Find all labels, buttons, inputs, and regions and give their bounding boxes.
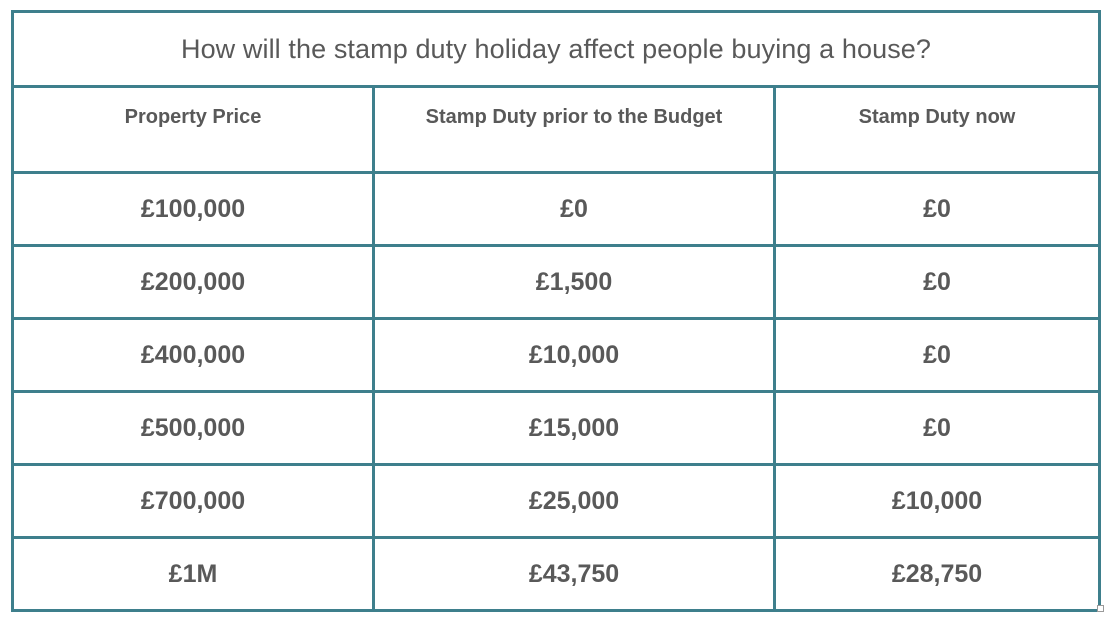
table-row: £100,000 £0 £0 [11,171,1102,247]
property-price-cell: £1M [11,536,375,612]
header-property-price: Property Price [11,85,375,174]
stamp-duty-table: How will the stamp duty holiday affect p… [10,10,1102,612]
stamp-duty-prior-cell: £10,000 [372,317,776,393]
property-price-cell: £700,000 [11,463,375,539]
stamp-duty-now-cell: £10,000 [772,463,1102,539]
table-row: £200,000 £1,500 £0 [11,244,1102,320]
stamp-duty-table-frame: How will the stamp duty holiday affect p… [10,10,1102,612]
property-price-cell: £100,000 [11,171,375,247]
stamp-duty-now-cell: £0 [772,390,1102,466]
stamp-duty-now-cell: £0 [772,171,1102,247]
property-price-cell: £400,000 [11,317,375,393]
stamp-duty-prior-cell: £25,000 [372,463,776,539]
header-stamp-duty-now: Stamp Duty now [772,85,1102,174]
table-row: £1M £43,750 £28,750 [11,536,1102,612]
header-row: Property Price Stamp Duty prior to the B… [11,85,1102,174]
title-row: How will the stamp duty holiday affect p… [10,10,1102,88]
table-title: How will the stamp duty holiday affect p… [10,10,1102,88]
stamp-duty-now-cell: £28,750 [772,536,1102,612]
stamp-duty-now-cell: £0 [772,244,1102,320]
header-stamp-duty-prior: Stamp Duty prior to the Budget [372,85,776,174]
property-price-cell: £200,000 [11,244,375,320]
resize-handle[interactable] [1097,605,1104,612]
stamp-duty-prior-cell: £0 [372,171,776,247]
table-row: £400,000 £10,000 £0 [11,317,1102,393]
property-price-cell: £500,000 [11,390,375,466]
stamp-duty-prior-cell: £1,500 [372,244,776,320]
stamp-duty-now-cell: £0 [772,317,1102,393]
table-row: £500,000 £15,000 £0 [11,390,1102,466]
stamp-duty-prior-cell: £43,750 [372,536,776,612]
table-row: £700,000 £25,000 £10,000 [11,463,1102,539]
stamp-duty-prior-cell: £15,000 [372,390,776,466]
